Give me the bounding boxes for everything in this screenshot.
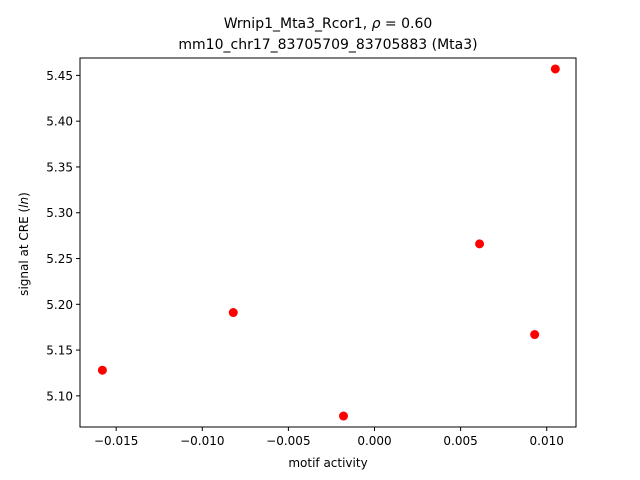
x-tick-label: −0.015	[94, 434, 138, 448]
chart-title-line1: Wrnip1_Mta3_Rcor1, ρ = 0.60	[224, 16, 433, 32]
x-tick-label: −0.005	[266, 434, 310, 448]
data-point	[550, 64, 560, 74]
x-tick-label: −0.010	[180, 434, 224, 448]
y-tick-label: 5.25	[46, 252, 73, 266]
y-tick-label: 5.20	[46, 298, 73, 312]
data-point	[475, 239, 485, 249]
y-tick-label: 5.30	[46, 206, 73, 220]
y-tick-label: 5.35	[46, 160, 73, 174]
data-point	[339, 411, 348, 421]
y-tick-label: 5.40	[46, 115, 73, 129]
plot-frame	[79, 57, 577, 428]
chart-title-line2: mm10_chr17_83705709_83705883 (Mta3)	[178, 37, 477, 53]
y-tick-label: 5.45	[46, 69, 73, 83]
x-tick-label: 0.005	[443, 434, 477, 448]
y-tick-label: 5.10	[46, 389, 73, 403]
plot-area: −0.015 −0.010 −0.005 0.000 0.005 0.010 5.10 5.1…	[46, 57, 577, 448]
x-axis-label: motif activity	[288, 456, 367, 470]
x-tick-label: 0.000	[357, 434, 391, 448]
x-tick-label: 0.010	[530, 434, 564, 448]
data-point	[530, 330, 540, 340]
data-point	[97, 365, 107, 375]
y-axis-label: signal at CRE (ln)	[17, 192, 31, 296]
data-point	[228, 308, 238, 318]
y-tick-label: 5.15	[46, 344, 73, 358]
